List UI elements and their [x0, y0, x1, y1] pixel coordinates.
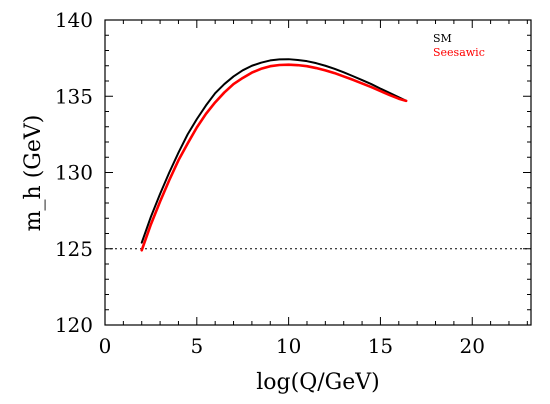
tick-labels: 0 5 10 15 20 120 125 130 135 140 [55, 8, 485, 358]
y-tick-label: 140 [55, 8, 93, 32]
x-axis-title: log(Q/GeV) [256, 370, 379, 395]
x-tick-label: 20 [460, 334, 485, 358]
series-line-seesawic [140, 63, 408, 252]
y-axis-title: m_h (GeV) [21, 115, 46, 232]
legend-entry-sm: SM [433, 32, 452, 45]
y-tick-label: 135 [55, 84, 93, 108]
y-tick-label: 125 [55, 237, 93, 261]
x-tick-label: 0 [99, 334, 112, 358]
y-tick-label: 120 [55, 313, 93, 337]
x-tick-label: 15 [368, 334, 393, 358]
x-tick-label: 5 [190, 334, 203, 358]
series-group [140, 58, 408, 252]
y-tick-label: 130 [55, 161, 93, 185]
series-line-sm [140, 58, 408, 244]
x-tick-label: 10 [276, 334, 301, 358]
legend-entry-seesawic: Seesawic [433, 46, 485, 59]
